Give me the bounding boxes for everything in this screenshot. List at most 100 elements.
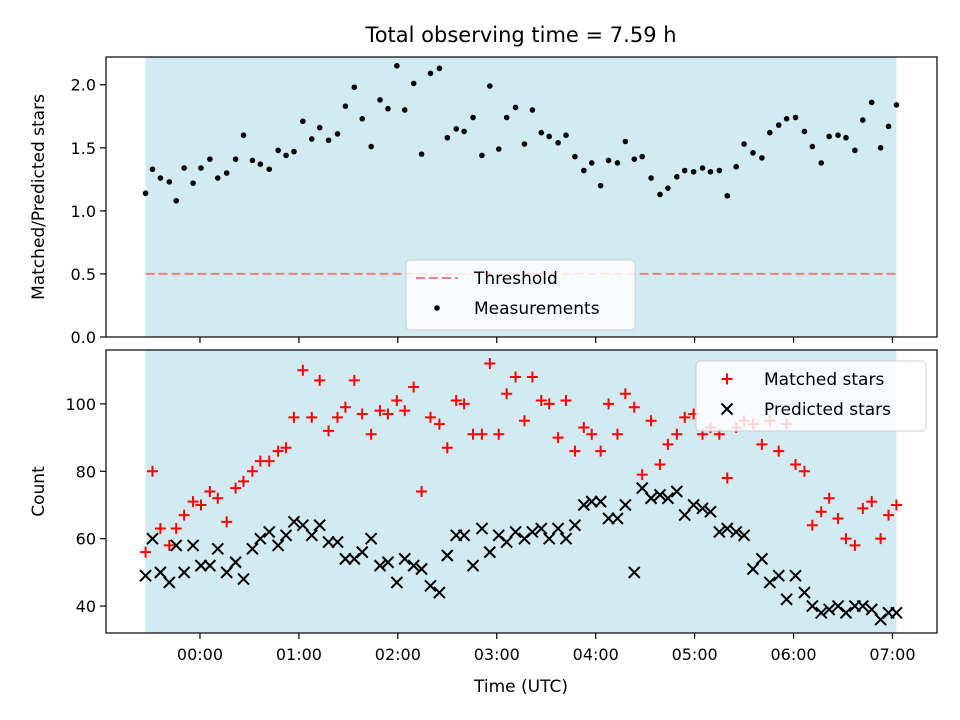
y-axis-label: Matched/Predicted stars xyxy=(29,94,49,300)
predicted-stars-point xyxy=(500,535,513,549)
predicted-stars-point xyxy=(678,508,691,522)
measurements-point xyxy=(563,132,569,138)
measurements-point xyxy=(479,152,485,159)
plot-frame xyxy=(105,56,938,338)
top-panel: 0.0 0.5 1.0 1.5 2.0 Matched/Predicted stars Th… xyxy=(29,56,938,347)
matched-stars-point xyxy=(374,405,386,417)
measurements-point xyxy=(733,163,739,170)
x-tick-label: 06:00 xyxy=(770,645,816,664)
matched-stars-point xyxy=(654,459,666,471)
measurements-point xyxy=(893,102,900,108)
matched-stars-point xyxy=(493,428,505,440)
measurements-point xyxy=(214,175,221,181)
measurements-point xyxy=(308,136,315,142)
measurements-point xyxy=(648,175,654,181)
measurements-point xyxy=(181,165,187,171)
predicted-stars-point xyxy=(296,518,310,532)
matched-stars-point xyxy=(170,523,182,535)
predicted-stars-point xyxy=(526,525,539,539)
predicted-stars-point xyxy=(865,603,878,616)
measurements-point xyxy=(275,147,281,154)
matched-stars-point xyxy=(297,364,309,376)
measurements-point xyxy=(885,123,892,130)
predicted-stars-point xyxy=(839,606,853,619)
predicted-stars-point xyxy=(798,586,811,599)
predicted-stars-point xyxy=(729,525,743,539)
matched-stars-point xyxy=(433,418,445,430)
predicted-stars-point xyxy=(139,569,152,582)
measurements-point xyxy=(377,97,383,103)
predicted-stars-point xyxy=(254,532,267,545)
matched-stars-point xyxy=(560,395,572,407)
predicted-stars-point xyxy=(441,549,454,562)
measurements-point xyxy=(257,161,264,168)
matched-stars-point xyxy=(399,405,411,417)
measurements-point xyxy=(249,157,256,164)
matched-stars-point xyxy=(756,438,768,450)
matched-stars-point xyxy=(204,486,216,497)
predicted-stars-point xyxy=(704,505,717,518)
measurements-point xyxy=(487,83,493,89)
matched-stars-point xyxy=(832,512,844,524)
matched-stars-point xyxy=(178,509,190,521)
predicted-stars-point xyxy=(661,492,675,505)
measurements-point xyxy=(792,114,799,121)
predicted-stars-point xyxy=(763,576,777,589)
matched-stars-point xyxy=(140,546,152,558)
x-tick-label: 05:00 xyxy=(672,645,718,664)
predicted-stars-point xyxy=(466,559,480,572)
matched-stars-point xyxy=(195,499,207,511)
measurements-point xyxy=(418,151,425,157)
predicted-stars-point xyxy=(407,559,420,572)
measurements-point xyxy=(775,122,782,128)
y-tick-label: 1.0 xyxy=(71,202,96,221)
predicted-stars-point xyxy=(194,559,208,572)
measurements-point xyxy=(665,185,671,191)
measurements-point xyxy=(597,182,604,189)
matched-stars-point xyxy=(586,428,598,440)
matched-stars-point xyxy=(636,469,648,481)
matched-stars-point xyxy=(323,425,335,437)
predicted-stars-point xyxy=(263,525,276,539)
measurements-point xyxy=(529,107,536,113)
measurements-point xyxy=(470,114,476,121)
measurements-point xyxy=(401,107,408,113)
matched-stars-point xyxy=(526,371,538,383)
predicted-stars-point xyxy=(398,552,411,566)
matched-stars-point xyxy=(331,411,343,423)
predicted-stars-point xyxy=(146,532,159,545)
predicted-stars-point xyxy=(373,559,387,572)
matched-stars-point xyxy=(543,398,555,410)
predicted-stars-point xyxy=(211,542,224,555)
measurements-point xyxy=(316,124,323,131)
measurements-point xyxy=(724,192,731,199)
predicted-stars-point xyxy=(364,532,378,545)
predicted-stars-point xyxy=(457,529,471,542)
measurements-point xyxy=(283,152,289,159)
measurements-point xyxy=(444,134,451,141)
predicted-stars-point xyxy=(822,603,836,616)
matched-stars-point xyxy=(146,465,158,477)
measurements-point xyxy=(674,174,680,180)
legend-predicted-stars-swatch xyxy=(720,402,734,416)
matched-stars-point xyxy=(314,374,326,386)
matched-stars-point xyxy=(272,445,284,457)
matched-stars-point xyxy=(458,398,470,410)
measurements-point xyxy=(546,133,552,140)
matched-stars-point xyxy=(238,475,250,487)
measurements-point xyxy=(741,141,747,147)
predicted-stars-point xyxy=(815,606,828,619)
matched-stars-point xyxy=(875,533,887,545)
x-axis-label: Time (UTC) xyxy=(473,677,568,697)
legend-box xyxy=(405,259,636,331)
predicted-stars-point xyxy=(551,522,565,535)
matched-stars-point xyxy=(552,432,564,444)
predicted-stars-point xyxy=(186,539,200,552)
matched-stars-point xyxy=(382,408,394,420)
legend-matched-stars-swatch xyxy=(721,373,733,385)
matched-stars-point xyxy=(306,411,318,423)
predicted-stars-point xyxy=(170,539,183,552)
measurements-point xyxy=(690,168,697,175)
measurements-point xyxy=(325,137,332,144)
predicted-stars-point xyxy=(619,498,632,512)
